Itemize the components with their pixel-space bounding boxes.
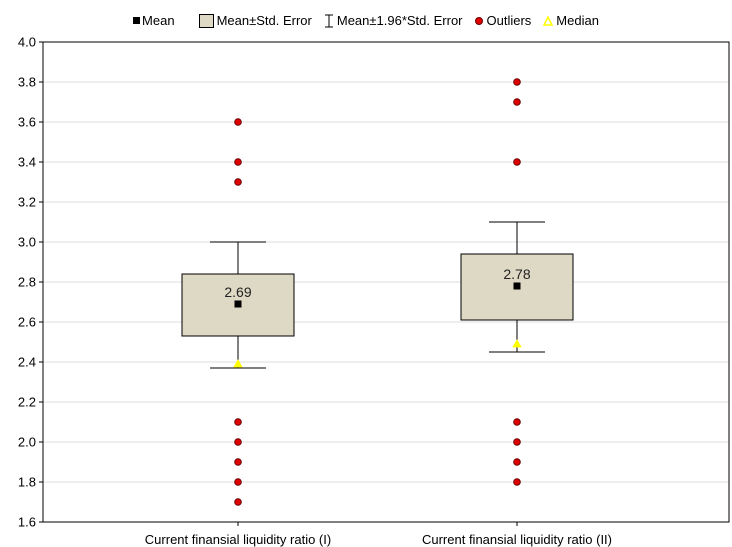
median-marker-icon	[543, 15, 554, 26]
outlier-point	[234, 418, 242, 426]
mean-value-label: 2.78	[503, 266, 530, 282]
plot-frame	[42, 41, 730, 523]
y-tick-label: 3.2	[18, 195, 36, 210]
axes: 4.0 3.8 3.6 3.4 3.2 3.0 2.8 2.6 2.4 2.2 2.0 1.8 1.6 C…	[18, 35, 730, 547]
y-tick-label: 3.4	[18, 155, 36, 170]
legend-box-label: Mean±Std. Error	[216, 13, 312, 28]
mean-point	[234, 300, 242, 308]
y-tick-label: 4.0	[18, 35, 36, 50]
y-tick-label: 2.8	[18, 275, 36, 290]
outlier-point	[513, 438, 521, 446]
outlier-point	[234, 498, 242, 506]
outlier-point	[234, 438, 242, 446]
outlier-point	[513, 158, 521, 166]
y-tick-label: 2.2	[18, 395, 36, 410]
outlier-point	[513, 458, 521, 466]
grid-lines	[43, 81, 729, 483]
legend-median-label: Median	[556, 13, 599, 28]
outlier-point	[513, 478, 521, 486]
y-tick-label: 2.4	[18, 355, 36, 370]
outlier-point	[234, 118, 242, 126]
y-tick-label: 2.6	[18, 315, 36, 330]
legend-mean-label: Mean	[142, 13, 175, 28]
box-series: 2.78	[460, 78, 574, 486]
whisker-icon	[324, 14, 333, 27]
plot-marks: 2.69 2.78	[181, 78, 574, 506]
median-point	[233, 359, 243, 368]
outlier-point	[234, 458, 242, 466]
x-category-label: Current finansial liquidity ratio (I)	[145, 532, 331, 547]
outlier-point	[513, 418, 521, 426]
box-swatch-icon	[198, 13, 214, 28]
x-category-label: Current finansial liquidity ratio (II)	[422, 532, 612, 547]
legend-item-mean: Mean	[133, 13, 175, 28]
y-tick-label: 1.6	[18, 515, 36, 530]
outlier-point	[513, 78, 521, 86]
box-series: 2.69	[181, 118, 295, 506]
outlier-point	[234, 158, 242, 166]
y-tick-label: 1.8	[18, 475, 36, 490]
mean-point	[513, 282, 521, 290]
mean-value-label: 2.69	[224, 284, 251, 300]
legend-item-whisker: Mean±1.96*Std. Error	[324, 13, 463, 28]
legend-item-median: Median	[543, 13, 599, 28]
y-tick-label: 2.0	[18, 435, 36, 450]
median-point	[512, 339, 522, 348]
y-tick-label: 3.6	[18, 115, 36, 130]
outlier-marker-icon	[474, 16, 483, 25]
legend-whisker-label: Mean±1.96*Std. Error	[336, 13, 463, 28]
mean-marker-icon	[133, 17, 141, 24]
y-tick-label: 3.8	[18, 75, 36, 90]
outlier-point	[234, 178, 242, 186]
y-tick-label: 3.0	[18, 235, 36, 250]
outlier-point	[513, 98, 521, 106]
legend-outliers-label: Outliers	[486, 13, 532, 28]
legend-item-box: Mean±Std. Error	[198, 13, 312, 28]
chart-legend: Mean Mean±Std. Error Mean±1.96*Std. Erro…	[0, 13, 732, 28]
outlier-point	[234, 478, 242, 486]
legend-item-outliers: Outliers	[474, 13, 532, 28]
